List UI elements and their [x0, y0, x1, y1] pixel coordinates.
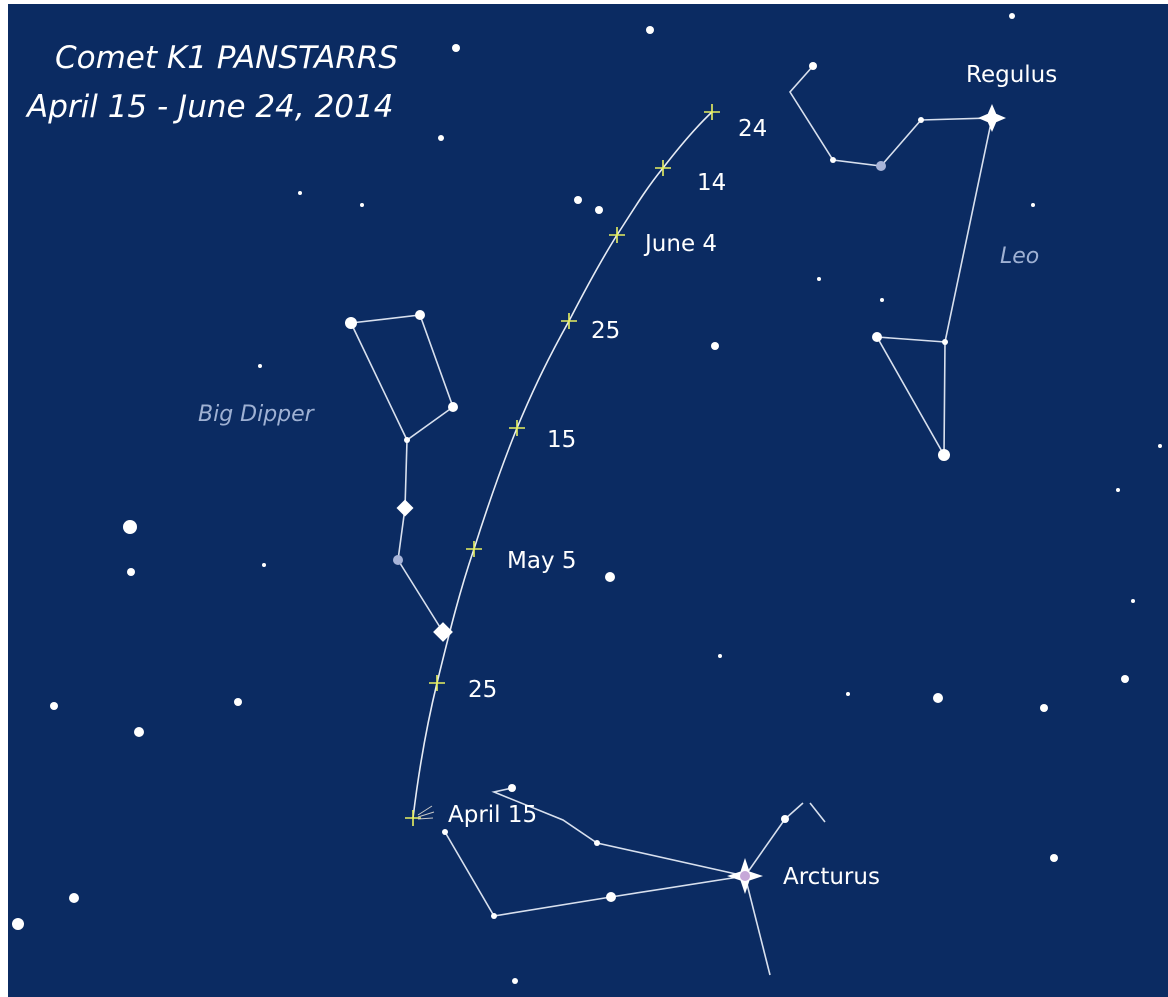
constellation-label: Big Dipper: [198, 402, 316, 427]
date-label: 15: [547, 427, 576, 453]
path-ticks: [405, 104, 720, 826]
comet-tail: [417, 805, 435, 820]
date-label: 25: [591, 318, 620, 344]
date-label: April 15: [448, 802, 537, 828]
date-label: 24: [738, 116, 767, 142]
star-label: Arcturus: [783, 864, 880, 890]
date-label: 14: [697, 170, 726, 196]
stars: [12, 13, 1162, 984]
sky-background: [8, 4, 1168, 997]
date-label: June 4: [643, 231, 717, 257]
date-label: 25: [468, 677, 497, 703]
constellation-label: Leo: [1000, 244, 1039, 269]
star-label: Regulus: [966, 62, 1057, 88]
title-line: Comet K1 PANSTARRS: [55, 40, 398, 76]
date-label: May 5: [507, 548, 577, 574]
title-line: April 15 - June 24, 2014: [25, 89, 393, 125]
